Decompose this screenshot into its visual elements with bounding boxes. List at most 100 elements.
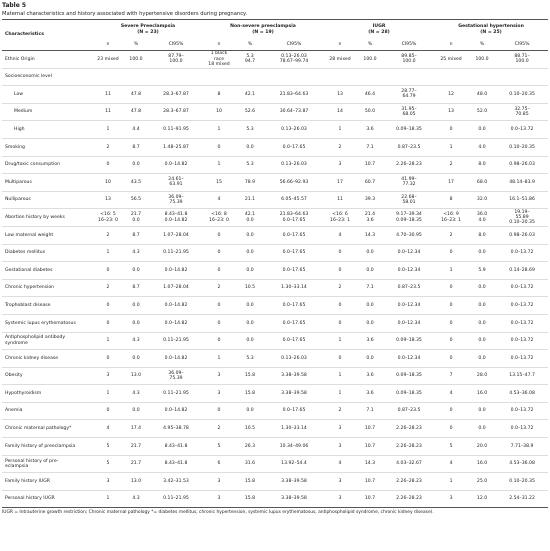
cell: 21.1 — [236, 191, 264, 210]
row-label: Socioeconomic level — [2, 68, 94, 87]
empty-cell — [468, 68, 497, 87]
cell: 24.61– 63.91 — [150, 173, 202, 192]
cell: 3 — [202, 384, 236, 403]
table-row: Chronic kidney disease 0 0.0 0.0–14.82 1 5.3 0… — [2, 349, 549, 368]
cell: 15 — [202, 173, 236, 192]
cell: 46.4 — [356, 85, 384, 104]
table-row: Socioeconomic level — [2, 68, 549, 87]
row-label: Personal history IUGR — [2, 490, 94, 509]
empty-cell — [236, 68, 264, 87]
cell: 7.1 — [356, 279, 384, 298]
cell: 0 — [434, 120, 469, 139]
cell: 4.4 — [122, 120, 150, 139]
cell: 13.15–47.7 — [496, 367, 549, 386]
cell: 100.0 — [468, 50, 497, 69]
cell: 0.09–18.35 — [384, 367, 435, 386]
subheader: % — [122, 39, 150, 51]
cell: 21.83–64.63 0.0–17.65 — [264, 208, 324, 227]
cell: 22.68– 58.01 — [384, 191, 435, 210]
cell: 4.3 — [122, 490, 150, 509]
cell: 60.7 — [356, 173, 384, 192]
cell: 0.13–26.03 — [264, 156, 324, 175]
cell: 32.0 — [468, 191, 497, 210]
cell: 0.0–17.65 — [264, 261, 324, 280]
document: Table 5 Maternal characteristics and his… — [2, 2, 549, 515]
cell: 17 — [434, 173, 469, 192]
table-title: Table 5 — [2, 2, 27, 9]
cell: 8.43–41.8 — [150, 455, 202, 474]
cell: 0 — [434, 296, 469, 315]
cell: 0.11–21.95 — [150, 332, 202, 351]
cell: <16: 6 16–23: 1 — [324, 208, 356, 227]
empty-cell — [94, 68, 122, 87]
table-row: Anemia 0 0.0 0.0–14.82 0 0.0 0.0–17.65 2 7.1 0.87… — [2, 402, 549, 421]
cell: 5.3 — [236, 156, 264, 175]
cell: 14.3 — [356, 226, 384, 245]
cell: 4.53–36.08 — [496, 384, 549, 403]
cell: 0 — [434, 314, 469, 333]
subheader: CI95% — [384, 39, 435, 51]
subheader-row: n% CI95% n% CI95% n% CI95% n% CI95% — [2, 39, 549, 51]
cell: 0.09–18.35 — [384, 332, 435, 351]
cell: 0.0–17.65 — [264, 314, 324, 333]
cell: 3 — [324, 472, 356, 491]
cell: 3 — [324, 490, 356, 509]
cell: 52.0 — [468, 103, 497, 122]
cell: 0.0–12.34 — [384, 314, 435, 333]
cell: 0.11–91.95 — [150, 120, 202, 139]
cell: 1 — [324, 120, 356, 139]
cell: 3.6 — [356, 332, 384, 351]
table-caption: Maternal characteristics and history ass… — [2, 11, 248, 17]
cell: 42.1 — [236, 85, 264, 104]
table-row: Personal history of pre- eclampsia 5 21.7 8… — [2, 455, 549, 474]
cell: 3 — [202, 490, 236, 509]
cell: 21.83–64.63 — [264, 85, 324, 104]
cell: 16.0 — [468, 455, 497, 474]
cell: 0.0 — [468, 349, 497, 368]
cell: 8.0 — [468, 156, 497, 175]
cell: 11 — [324, 191, 356, 210]
cell: 0.0–17.65 — [264, 402, 324, 421]
cell: 0.0 — [122, 314, 150, 333]
cell: 0.87–23.5 — [384, 402, 435, 421]
cell: 0 — [94, 296, 122, 315]
cell: 88.71– 100.0 — [496, 50, 549, 69]
cell: 0 — [324, 296, 356, 315]
cell: 0.0–13.72 — [496, 244, 549, 263]
cell: 0.0–14.82 — [150, 156, 202, 175]
cell: 3.38–39.58 — [264, 490, 324, 509]
cell: 1 — [94, 332, 122, 351]
cell: 0 — [202, 226, 236, 245]
cell: 21.7 — [122, 437, 150, 456]
cell: 1.30–33.14 — [264, 419, 324, 439]
cell: 0.0 — [236, 261, 264, 280]
cell: 36.0 4.0 — [468, 208, 497, 227]
row-label: Drug/toxic consumption — [2, 156, 94, 175]
cell: 10 — [94, 173, 122, 192]
cell: 2 — [324, 402, 356, 421]
row-label: Diabetes mellitus — [2, 244, 94, 263]
table-row: Drug/toxic consumption 0 0.0 0.0–14.82 1 5.3 0… — [2, 156, 549, 175]
empty-cell — [122, 68, 150, 87]
cell: 0 — [202, 402, 236, 421]
row-label: Antiphospholipid antibody syndrome — [2, 332, 94, 351]
cell: 1 — [434, 472, 469, 491]
cell: 31.95– 68.05 — [384, 103, 435, 122]
cell: 3 — [202, 472, 236, 491]
cell: 0.0–12.34 — [384, 261, 435, 280]
cell: 3.38–39.58 — [264, 367, 324, 386]
cell: 11 — [94, 85, 122, 104]
subheader: n — [202, 39, 236, 51]
table-row: Low 11 47.8 28.3–67.87 8 42.1 21.83–64.63 13 46.… — [2, 85, 549, 104]
cell: 42.1 0.0 — [236, 208, 264, 227]
cell: 1 — [94, 244, 122, 263]
subheader: % — [356, 39, 384, 51]
cell: 26.3 — [236, 437, 264, 456]
cell: 12.0 — [468, 490, 497, 509]
cell: 3 — [324, 437, 356, 456]
table-row: Ethnic Origin 23 mixed 100.0 87.79– 100.0 1 … — [2, 50, 549, 69]
cell: 100.0 — [356, 50, 384, 69]
cell: 2.26–28.23 — [384, 419, 435, 439]
cell: 3.6 — [356, 120, 384, 139]
cell: 100.0 — [122, 50, 150, 69]
